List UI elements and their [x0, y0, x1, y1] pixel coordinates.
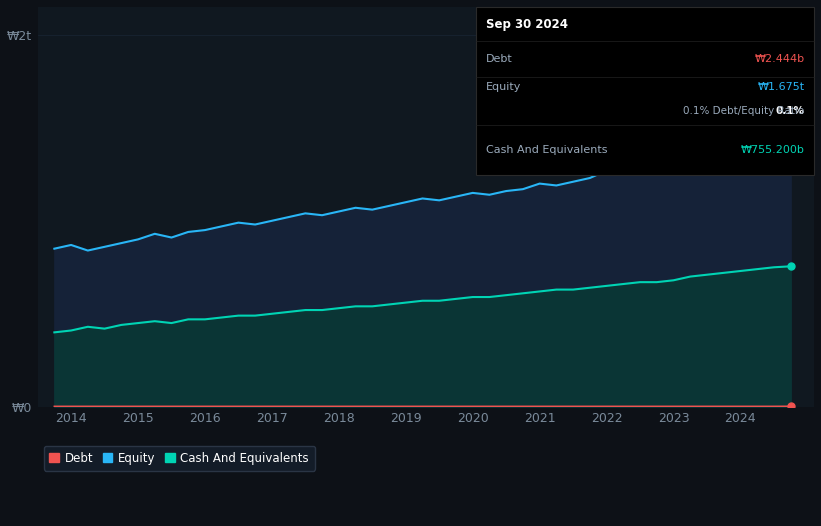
Text: ₩755.200b: ₩755.200b	[741, 145, 805, 155]
Legend: Debt, Equity, Cash And Equivalents: Debt, Equity, Cash And Equivalents	[44, 446, 315, 471]
Text: 0.1% Debt/Equity Ratio: 0.1% Debt/Equity Ratio	[684, 106, 805, 116]
Text: 0.1%: 0.1%	[776, 106, 805, 116]
Text: Debt: Debt	[486, 54, 512, 64]
FancyBboxPatch shape	[476, 7, 814, 175]
Text: Cash And Equivalents: Cash And Equivalents	[486, 145, 607, 155]
Text: ₩1.675t: ₩1.675t	[758, 82, 805, 92]
Text: Equity: Equity	[486, 82, 521, 92]
Text: ₩2.444b: ₩2.444b	[754, 54, 805, 64]
Text: Sep 30 2024: Sep 30 2024	[486, 18, 567, 32]
